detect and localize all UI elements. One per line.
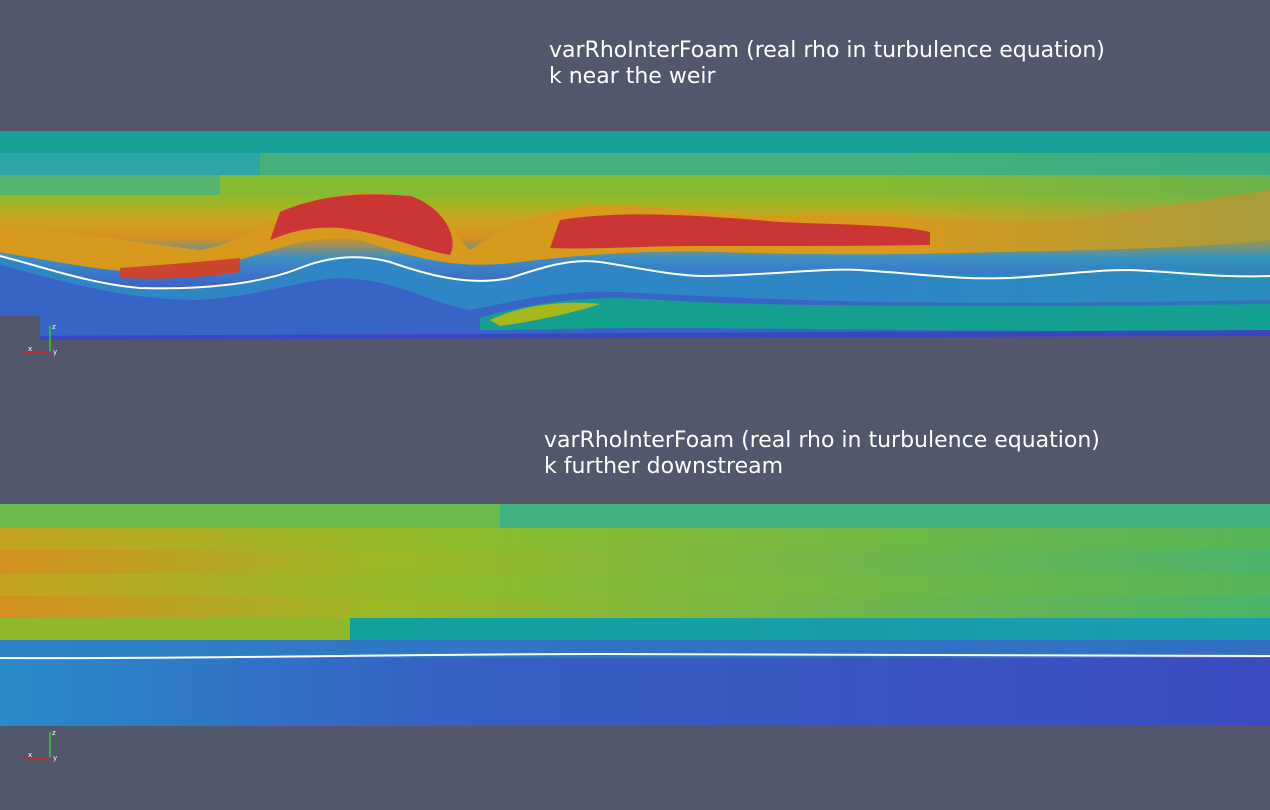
band-top <box>0 504 1270 528</box>
bottom-wall <box>0 330 1270 340</box>
caption-subtitle: k further downstream <box>544 454 784 479</box>
water-band <box>0 640 1270 726</box>
axis-label-y: y <box>53 348 57 356</box>
caption-title: varRhoInterFoam (real rho in turbulence … <box>544 428 1100 453</box>
axis-label-z: z <box>52 323 56 331</box>
free-surface-line-downstream <box>0 652 1270 660</box>
band-5 <box>0 596 1270 618</box>
fade-overlay <box>0 131 1270 336</box>
view-caption-near-weir: varRhoInterFoam (real rho in turbulence … <box>549 38 1105 90</box>
band-4 <box>0 574 1270 596</box>
axis-label-x: x <box>28 345 32 353</box>
orientation-axes-icon: z x y <box>24 323 57 356</box>
band-6-left <box>0 618 350 640</box>
band-2 <box>0 528 1270 550</box>
band-top-right <box>500 504 1270 528</box>
caption-subtitle: k near the weir <box>549 64 716 89</box>
caption-title: varRhoInterFoam (real rho in turbulence … <box>549 38 1105 63</box>
axis-label-x: x <box>28 751 32 759</box>
band-6 <box>0 618 1270 640</box>
weir-step <box>0 316 40 340</box>
water-band-top <box>0 640 1270 658</box>
axis-label-z: z <box>52 729 56 737</box>
contour-plot-near-weir <box>0 131 1270 340</box>
band-3 <box>0 550 1270 574</box>
free-surface-line <box>0 255 1270 290</box>
orientation-axes-icon: z x y <box>24 729 57 762</box>
view-caption-downstream: varRhoInterFoam (real rho in turbulence … <box>544 428 1100 480</box>
axis-label-y: y <box>53 754 57 762</box>
